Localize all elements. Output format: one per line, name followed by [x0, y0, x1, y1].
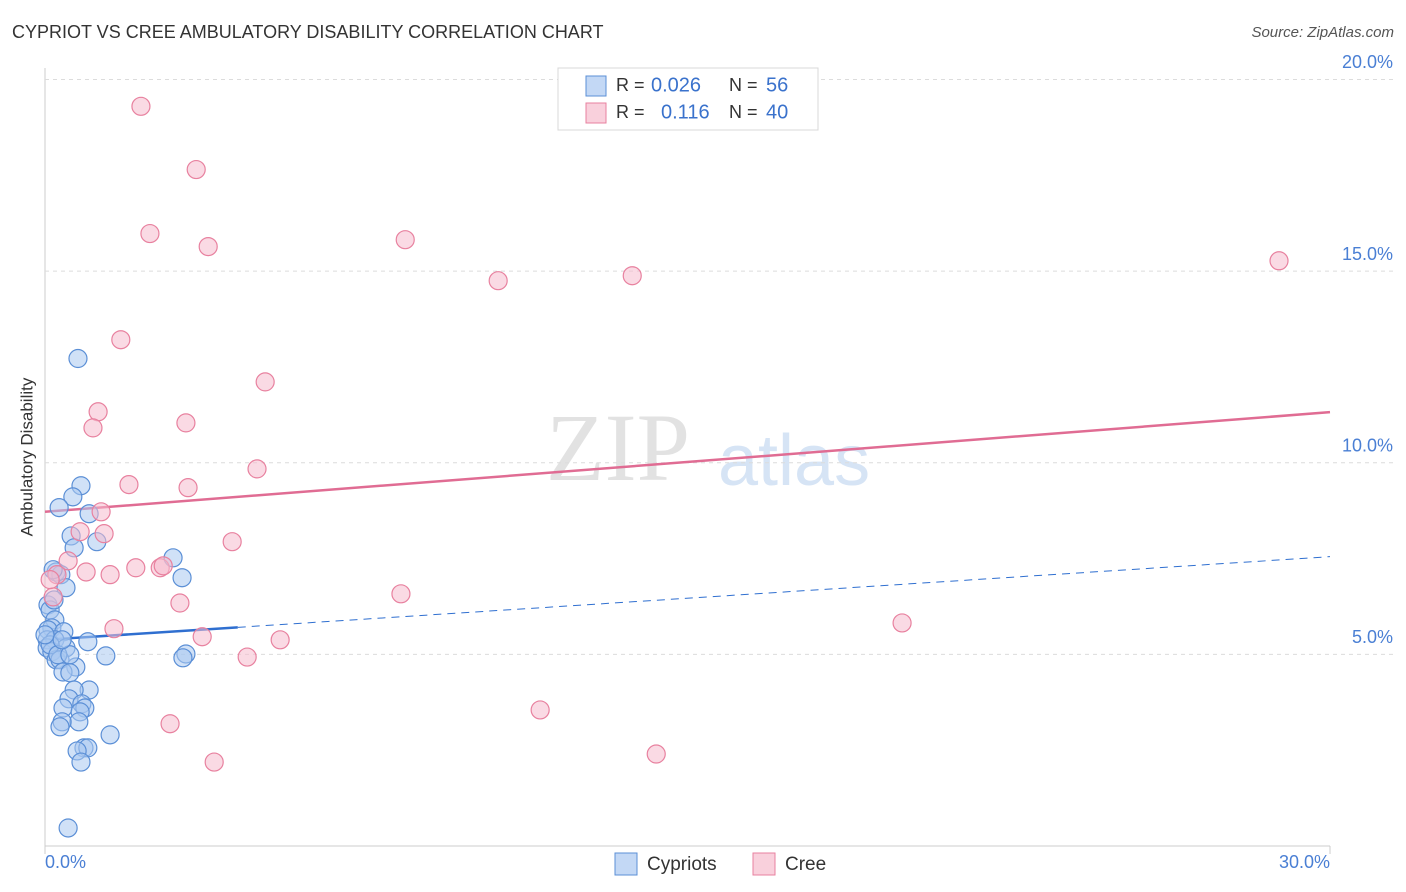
- y-tick-label: 15.0%: [1342, 244, 1393, 264]
- source: Source: ZipAtlas.com: [1251, 24, 1394, 41]
- legend-n-label: N =: [729, 75, 758, 95]
- point: [68, 348, 88, 369]
- point: [78, 632, 98, 652]
- point: [91, 502, 111, 522]
- legend-n-label: N =: [729, 102, 758, 122]
- legend-label: Cypriots: [647, 854, 717, 875]
- point: [153, 556, 173, 576]
- point: [270, 630, 290, 650]
- point: [622, 266, 642, 286]
- legend-swatch: [585, 102, 607, 124]
- point: [222, 532, 242, 552]
- point: [204, 752, 224, 772]
- grid: 5.0% 10.0% 15.0% 20.0% 0.0% 30.0%: [44, 52, 1393, 872]
- point: [100, 725, 120, 745]
- point: [43, 587, 63, 607]
- point: [247, 459, 267, 479]
- point: [60, 645, 80, 665]
- point: [40, 570, 60, 590]
- point: [52, 630, 72, 650]
- point: [94, 524, 114, 544]
- watermark: ZIP: [546, 394, 690, 501]
- trend-line: [44, 410, 1331, 514]
- point: [1269, 251, 1289, 271]
- legend-label: Cree: [785, 854, 826, 875]
- point: [88, 402, 108, 422]
- point: [58, 818, 78, 838]
- point: [69, 712, 89, 732]
- point: [96, 646, 116, 666]
- legend-n-value: 40: [766, 101, 788, 123]
- legend-r-value: 0.026: [651, 74, 701, 96]
- point: [119, 474, 139, 495]
- chart-title: CYPRIOT VS CREE AMBULATORY DISABILITY CO…: [12, 22, 604, 42]
- legend-swatch: [614, 852, 638, 876]
- x-tick-label: 30.0%: [1279, 852, 1330, 872]
- point: [35, 625, 55, 645]
- legend: R = 0.026 N = 56 Cypriots R = 0.116 N = 40 Cree: [585, 74, 826, 876]
- point: [71, 752, 91, 772]
- legend-swatch: [585, 75, 607, 97]
- point: [391, 584, 411, 604]
- point: [60, 663, 80, 683]
- watermark: atlas: [718, 421, 870, 501]
- point: [104, 619, 124, 639]
- point: [395, 230, 415, 250]
- point: [50, 717, 70, 737]
- point: [63, 487, 83, 507]
- point: [646, 744, 666, 764]
- point: [186, 159, 206, 180]
- legend-swatch: [752, 852, 776, 876]
- point: [83, 418, 103, 438]
- point: [176, 413, 196, 433]
- point: [173, 648, 193, 668]
- point: [178, 478, 198, 498]
- y-axis-label: Ambulatory Disability: [17, 377, 36, 536]
- point: [140, 223, 160, 244]
- point: [100, 565, 120, 585]
- trend-line-dashed: [237, 556, 1331, 628]
- x-tick-label: 0.0%: [45, 852, 86, 872]
- point: [530, 700, 550, 720]
- point: [198, 236, 218, 257]
- point: [892, 613, 912, 633]
- y-tick-label: 20.0%: [1342, 52, 1393, 72]
- legend-r-value: 0.116: [661, 101, 710, 123]
- legend-r-label: R =: [616, 102, 645, 122]
- point: [170, 593, 190, 613]
- point: [192, 627, 212, 647]
- point: [160, 714, 180, 734]
- point: [126, 558, 146, 578]
- point: [488, 271, 508, 291]
- points: [35, 96, 1289, 838]
- point: [58, 551, 78, 571]
- y-tick-label: 10.0%: [1342, 435, 1393, 455]
- point: [76, 562, 96, 582]
- y-tick-label: 5.0%: [1352, 627, 1393, 647]
- legend-r-label: R =: [616, 75, 645, 95]
- point: [237, 647, 257, 667]
- point: [111, 330, 131, 350]
- point: [131, 96, 151, 116]
- point: [255, 372, 275, 392]
- point: [49, 497, 69, 518]
- legend-n-value: 56: [766, 74, 788, 96]
- point: [70, 522, 90, 542]
- point: [172, 568, 192, 588]
